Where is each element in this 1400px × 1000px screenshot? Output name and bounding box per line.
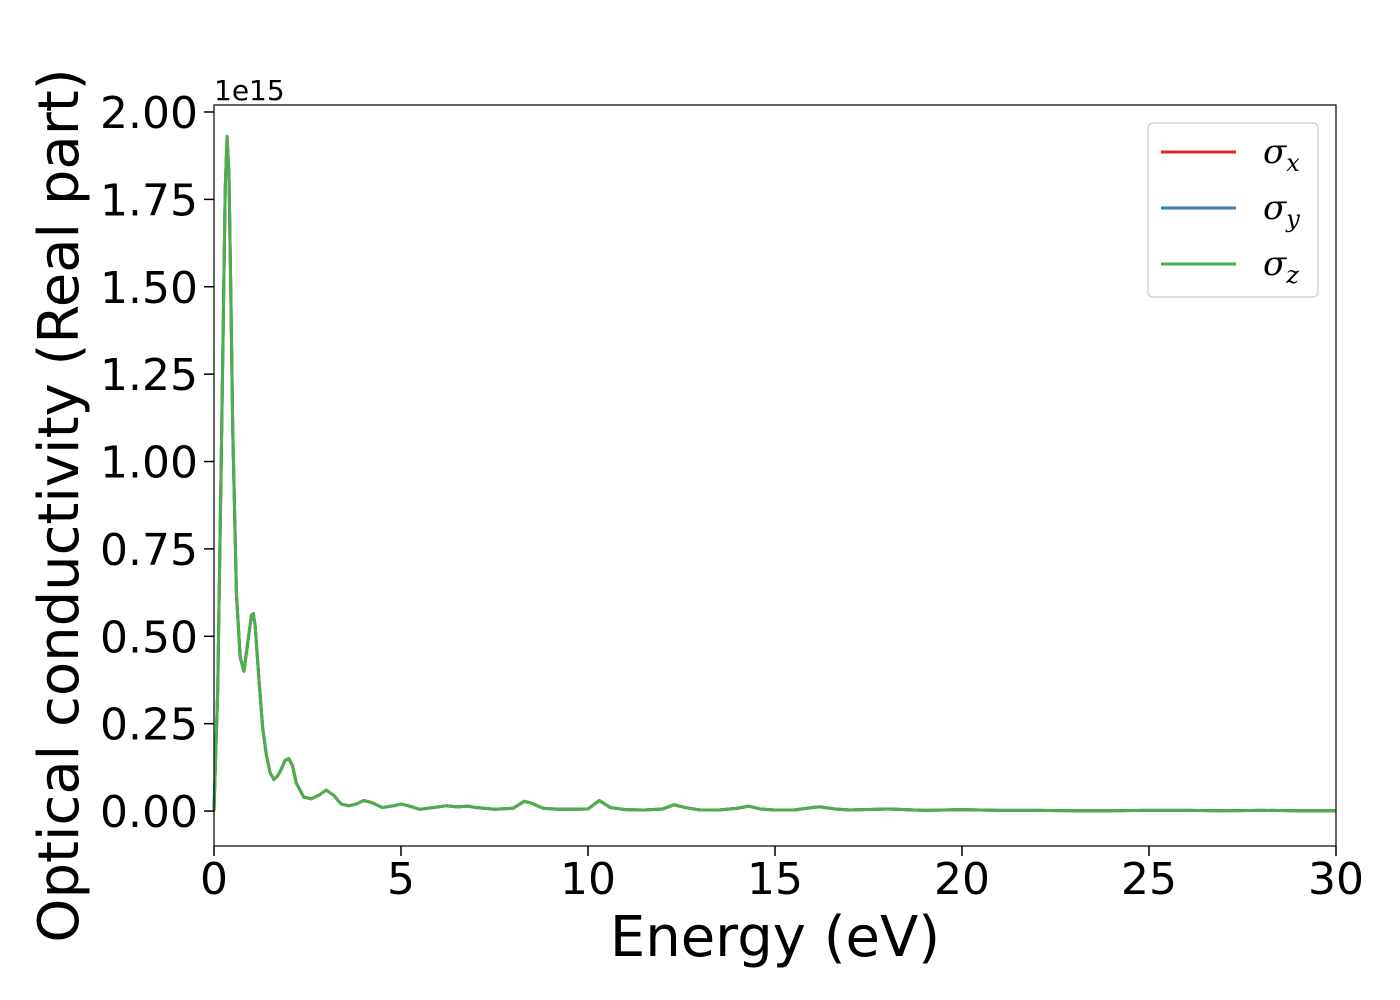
x-tick-label: 15 [747, 854, 803, 905]
x-tick-label: 0 [200, 854, 228, 905]
x-tick-label: 25 [1121, 854, 1177, 905]
series-layer [212, 134, 1336, 813]
y-axis: 0.00 0.25 0.50 0.75 1.00 1.25 1.50 1.75 2.00 [100, 88, 214, 838]
y-tick-label: 1.75 [100, 175, 198, 226]
x-axis-label: Energy (eV) [610, 905, 940, 970]
legend-label-sigma-z: σz [1263, 244, 1299, 289]
x-tick-label: 30 [1308, 854, 1364, 905]
legend-label-sigma-x: σx [1263, 132, 1300, 177]
y-tick-label: 1.25 [100, 350, 198, 401]
x-tick-label: 20 [934, 854, 990, 905]
y-tick-label: 0.25 [100, 700, 198, 751]
legend-label-sigma-y: σy [1263, 188, 1300, 233]
y-offset-label: 1e15 [214, 74, 285, 107]
x-axis: 0 5 10 15 20 25 30 [200, 846, 1364, 905]
legend: σx σy σz [1147, 122, 1319, 298]
y-tick-label: 1.50 [100, 263, 198, 314]
y-tick-label: 1.00 [100, 438, 198, 489]
x-tick-label: 10 [560, 854, 616, 905]
legend-box [1147, 122, 1319, 298]
x-tick-label: 5 [387, 854, 415, 905]
y-tick-label: 2.00 [100, 88, 198, 139]
y-axis-label: Optical conductivity (Real part) [27, 68, 92, 942]
y-tick-label: 0.50 [100, 612, 198, 663]
y-tick-label: 0.00 [100, 787, 198, 838]
y-tick-label: 0.75 [100, 525, 198, 576]
series-line-sigma-z [212, 134, 1336, 813]
